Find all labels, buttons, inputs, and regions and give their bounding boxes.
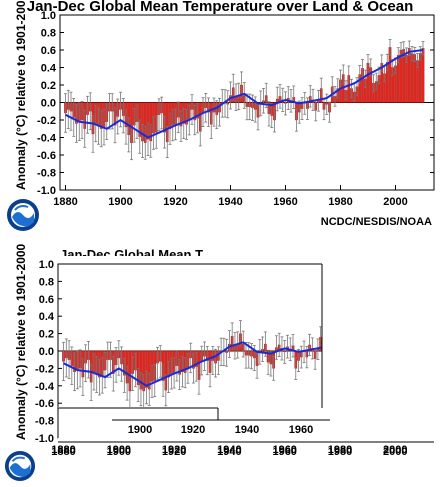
- y-tick-label: -0.4: [37, 133, 57, 145]
- chart-plot-top: 1.0 0.8 0.6 0.4 0.2 0.0 -0.2 -0.4 -0.6 -0.8 -1.018…: [37, 10, 435, 208]
- data-bar: [418, 53, 422, 103]
- y-tick-label: 0.8: [39, 276, 54, 288]
- y-tick-label: 0.6: [41, 45, 56, 57]
- y-tick-label: -0.4: [35, 381, 55, 393]
- x-tick-label: 1900: [107, 444, 131, 456]
- y-tick-label: 0.2: [41, 80, 56, 92]
- y-tick-label: 0.0: [41, 98, 56, 110]
- x-tick-label: 1900: [108, 196, 132, 208]
- x-tick-label: 1880: [51, 446, 75, 458]
- x-tick-label: 1900: [107, 446, 131, 458]
- y-tick-label: -0.2: [35, 363, 54, 375]
- y-axis-label: Anomaly (°C) relative to 1901-2000: [14, 0, 28, 190]
- x-tick-label: 2000: [383, 444, 407, 456]
- x-tick-label: 1960: [272, 444, 296, 456]
- x-tick-label: 1980: [328, 446, 352, 458]
- x-tick-label: 1960: [273, 196, 297, 208]
- y-tick-label: 1.0: [39, 259, 54, 271]
- y-tick-label: -0.6: [37, 150, 56, 162]
- smoothed-line: [65, 49, 424, 139]
- noaa-logo-icon: [6, 198, 40, 237]
- credit-label: NCDC/NESDIS/NOAA: [320, 216, 432, 228]
- y-tick-label: 0.8: [41, 28, 56, 40]
- x-tick-label: 1920: [163, 196, 187, 208]
- x-tick-label: 1960: [272, 446, 296, 458]
- y-tick-label: -0.8: [35, 416, 54, 428]
- inset-mask: [58, 407, 440, 441]
- y-tick-label: -1.0: [35, 433, 54, 445]
- x-tick-label: 1920: [162, 446, 186, 458]
- inset-x-tick-label: 1960: [289, 424, 313, 436]
- data-bar: [407, 48, 411, 103]
- inset-x-tick-label: 1940: [235, 424, 259, 436]
- x-tick-label: 2000: [383, 446, 407, 458]
- x-tick-label: 1880: [51, 444, 75, 456]
- inset-x-tick-label: 1920: [181, 424, 205, 436]
- inset-x-tick-label: 1900: [128, 424, 152, 436]
- y-tick-label: 0.6: [39, 294, 54, 306]
- x-tick-label: 1920: [162, 444, 186, 456]
- chart-bottom: 1.0 0.8 0.6 0.4 0.2 0.0 -0.2 -0.4 -0.6 -0.8 -1.0 18…: [0, 240, 440, 480]
- x-tick-label: 1880: [53, 196, 77, 208]
- y-tick-label: -0.6: [35, 398, 54, 410]
- chart-plot-bottom: 1.0 0.8 0.6 0.4 0.2 0.0 -0.2 -0.4 -0.6 -0.8 -1.018…: [35, 259, 440, 458]
- x-tick-label: 1980: [328, 444, 352, 456]
- data-bar: [421, 48, 425, 103]
- y-tick-label: 0.0: [39, 346, 54, 358]
- x-tick-label: 2000: [383, 196, 407, 208]
- x-tick-label: 1940: [217, 446, 241, 458]
- x-tick-label: 1980: [328, 196, 352, 208]
- y-tick-label: 0.2: [39, 329, 54, 341]
- y-tick-label: 0.4: [41, 63, 57, 75]
- chart-title-cropped: Jan-Dec Global Mean T: [60, 247, 204, 256]
- y-axis-label-bottom: Anomaly (°C) relative to 1901-2000: [14, 243, 28, 440]
- y-tick-label: -0.8: [37, 168, 56, 180]
- x-tick-label: 1940: [218, 196, 242, 208]
- data-bar: [402, 48, 406, 103]
- y-tick-label: -1.0: [37, 185, 56, 197]
- y-tick-label: 0.4: [39, 311, 55, 323]
- chart-top: Jan-Dec Global Mean Temperature over Lan…: [0, 0, 440, 240]
- noaa-logo-icon: [4, 450, 36, 487]
- x-tick-label: 1940: [217, 444, 241, 456]
- y-tick-label: 1.0: [41, 10, 56, 22]
- y-tick-label: -0.2: [37, 115, 56, 127]
- chart-title: Jan-Dec Global Mean Temperature over Lan…: [26, 0, 414, 15]
